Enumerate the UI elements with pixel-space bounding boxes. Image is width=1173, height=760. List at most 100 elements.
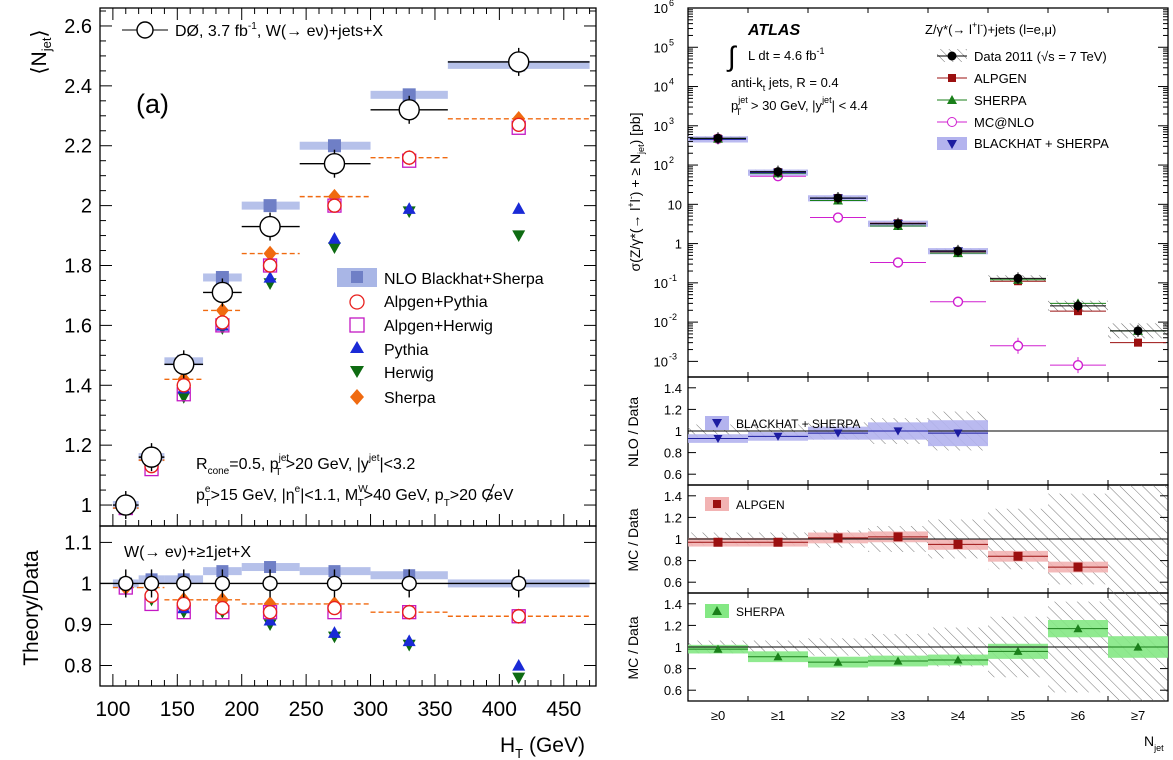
- marker-pythia: [327, 232, 341, 244]
- legend-alpgen-pythia-marker: [349, 294, 365, 310]
- atlas-label: ATLAS: [747, 22, 800, 39]
- right-ytitle-main: σ(Z/γ*(→ l+l-) + ≥ Njet) [pb]: [626, 113, 646, 272]
- atlas-process: Z/γ*(→ l+l-)+jets (l=e,μ): [925, 20, 1056, 37]
- left-ratio-axis-ticks: 0.8 0.9 1 1.1 100 150 200 250 300 350 400 450: [64, 532, 596, 721]
- marker-nlo-blackhat-sherpa: [327, 139, 341, 153]
- legend-pythia-marker: [350, 341, 364, 353]
- ratio-marker-alpgen: [773, 537, 783, 547]
- marker-sherpa: [215, 302, 229, 319]
- left-ytick-label: 1.8: [64, 256, 92, 278]
- marker-sherpa: [263, 596, 277, 612]
- right-ytick-label: 10: [654, 119, 668, 134]
- marker-herwig: [327, 242, 341, 255]
- right-marks: [688, 132, 1168, 666]
- right-marker-mc-nlo: [1072, 359, 1084, 371]
- marker-pythia: [402, 202, 416, 214]
- right-ytick-exp: 2: [669, 155, 674, 165]
- ratio2-legend-marker: [713, 500, 721, 508]
- left-xtick-label: 150: [160, 698, 195, 721]
- ratio-marker-sherpa: [773, 652, 783, 661]
- ratio-marker-sherpa: [713, 644, 723, 653]
- right-ytick-exp: 5: [669, 37, 674, 47]
- right-marker-data-s-tev-: [833, 193, 843, 203]
- left-xtick-label: 300: [353, 698, 388, 721]
- right-marker-mc-nlo: [952, 296, 964, 307]
- legend-alpgen-herwig: Alpgen+Herwig: [384, 318, 493, 335]
- right-marker-data-s-tev-: [1073, 301, 1083, 311]
- right-marker-data-s-tev-: [1013, 273, 1023, 283]
- left-xtick-label: 450: [546, 698, 581, 721]
- legend-bh: BLACKHAT + SHERPA: [974, 136, 1109, 151]
- marker-data: [323, 152, 346, 175]
- marker-alpgen-pythia: [327, 600, 342, 616]
- left-xtick-label: 400: [482, 698, 517, 721]
- right-ytick-exp: -3: [669, 351, 677, 361]
- marker-alpgen-pythia: [176, 596, 191, 612]
- ratio-marker-sherpa: [1073, 624, 1083, 633]
- right-ytick-label: 10: [654, 80, 668, 95]
- right-xtick-label: ≥6: [1071, 708, 1085, 723]
- legend-data: Data 2011 (√s = 7 TeV): [974, 49, 1107, 64]
- ratio-marker-blackhat-sherpa: [893, 427, 903, 436]
- ratio-ytick-label: 1.4: [664, 381, 682, 396]
- legend-nlo: NLO Blackhat+Sherpa: [384, 271, 544, 288]
- legend-data-marker: [947, 51, 957, 61]
- left-main-marks: [112, 47, 590, 520]
- marker-pythia: [402, 634, 416, 647]
- right-ytick-label: 10: [668, 197, 682, 212]
- left-ytick-label: 1.6: [64, 315, 92, 337]
- met-slash: [485, 483, 495, 503]
- ratio-marker-sherpa: [1013, 646, 1023, 655]
- right-marker-data-s-tev-: [713, 133, 723, 143]
- marker-sherpa: [263, 245, 277, 262]
- marker-alpgen-pythia: [215, 600, 230, 616]
- marker-alpgen-pythia: [401, 150, 417, 165]
- marker-nlo-blackhat-sherpa: [264, 561, 277, 574]
- left-legend: NLO Blackhat+Sherpa Alpgen+Pythia Alpgen…: [337, 268, 544, 407]
- left-cuts-line2: pe T>15 GeV, |ηe|<1.1, MW T>40 GeV, pT>20 …: [196, 484, 514, 509]
- right-xtick-label: ≥3: [891, 708, 905, 723]
- left-figure: 1 1.2 1.4 1.6 1.8 2 2.2 2.4 2.6 0.8 0.9 1 1.1 100 150…: [20, 7, 597, 760]
- left-ytick-label: 1.4: [64, 375, 92, 397]
- left-xtick-label: 350: [417, 698, 452, 721]
- ratio-ytick-label: 1: [675, 640, 682, 655]
- ratio2-legend: ALPGEN: [736, 498, 785, 512]
- right-ytick-exp: -1: [669, 273, 677, 283]
- legend-sherpa: SHERPA: [974, 93, 1027, 108]
- legend-alpgen-herwig-marker: [349, 317, 365, 333]
- marker-pythia: [327, 626, 341, 638]
- left-ratio-ytick-label: 0.9: [64, 614, 92, 636]
- left-ratio-ytick-label: 1.1: [64, 532, 92, 554]
- legend-herwig: Herwig: [384, 365, 434, 382]
- marker-nlo-blackhat-sherpa: [263, 199, 277, 213]
- right-marker-data-s-tev-: [893, 219, 903, 229]
- legend-bh-marker: [947, 140, 957, 149]
- right-xtitle: Njet: [1144, 733, 1164, 753]
- right-main-bands: [688, 136, 1168, 339]
- right-xtick-label: ≥0: [711, 708, 725, 723]
- ratio-marker-blackhat-sherpa: [773, 432, 783, 441]
- left-ytick-label: 2.6: [64, 16, 92, 38]
- left-panel-label: (a): [136, 89, 169, 119]
- ratio-ytick-label: 0.6: [664, 575, 682, 590]
- right-xtick-label: ≥4: [951, 708, 965, 723]
- right-ytick-label: 10: [654, 276, 668, 291]
- ratio-ytick-label: 0.8: [664, 446, 682, 461]
- right-marker-data-s-tev-: [1133, 326, 1143, 336]
- ratio-ytick-label: 1: [675, 532, 682, 547]
- ratio-marker-alpgen: [833, 533, 843, 543]
- right-xtick-label: ≥2: [831, 708, 845, 723]
- marker-data: [398, 99, 420, 121]
- ratio-marker-sherpa: [953, 655, 963, 664]
- ratio-ytick-label: 1.4: [664, 489, 682, 504]
- marker-herwig: [512, 230, 526, 243]
- left-ratio-ytick-label: 0.8: [64, 655, 92, 677]
- left-data-legend: DØ, 3.7 fb-1, W(→ eν)+jets+X: [122, 21, 383, 40]
- legend-pythia: Pythia: [384, 342, 429, 359]
- left-xtick-label: 250: [289, 698, 324, 721]
- marker-nlo-blackhat-sherpa: [402, 88, 416, 102]
- right-xtick-label: ≥7: [1131, 708, 1145, 723]
- right-xtick-label: ≥5: [1011, 708, 1025, 723]
